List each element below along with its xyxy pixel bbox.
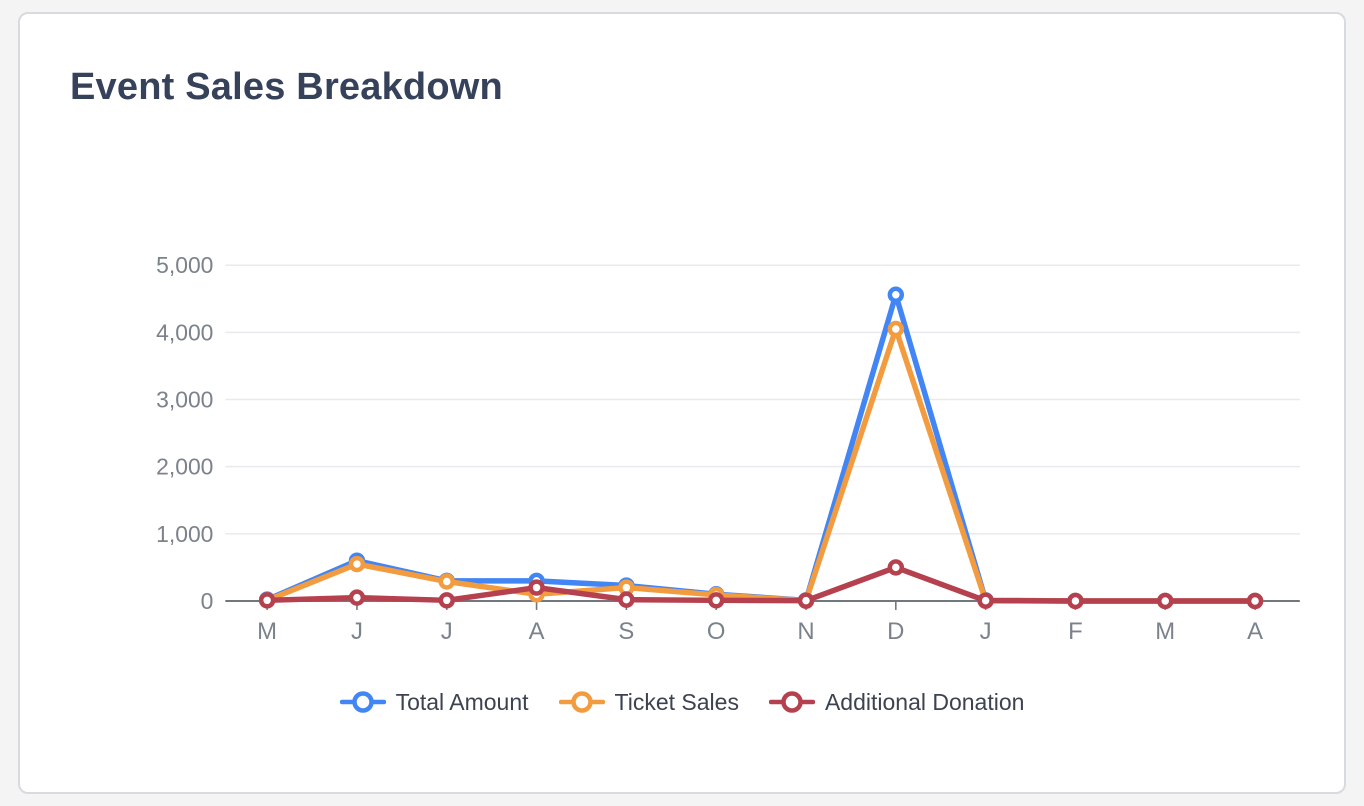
series-line-additional-donation <box>264 564 1258 604</box>
x-axis-label: F <box>1068 618 1083 645</box>
sales-line-chart-canvas[interactable]: 0 1,000 2,000 3,000 4,000 5,000 M J J A S O N D J F M A <box>20 14 1344 792</box>
legend-item-ticket-sales[interactable]: Ticket Sales <box>558 688 739 716</box>
legend-item-additional-donation[interactable]: Additional Donation <box>768 688 1025 716</box>
data-point-additional-donation[interactable] <box>1067 592 1084 610</box>
y-axis-label: 2,000 <box>156 454 213 480</box>
x-axis-label: J <box>351 618 363 645</box>
y-axis-label: 1,000 <box>156 521 213 547</box>
legend-label: Total Amount <box>395 688 529 715</box>
x-axis-label: O <box>707 618 726 645</box>
data-point-additional-donation[interactable] <box>438 592 455 609</box>
series-line-ticket-sales <box>264 326 1258 604</box>
x-axis-label: N <box>797 618 814 645</box>
y-axis-label: 5,000 <box>156 252 213 278</box>
data-point-total-amount[interactable] <box>887 286 905 303</box>
data-point-additional-donation[interactable] <box>528 579 545 596</box>
legend-label: Additional Donation <box>824 688 1025 715</box>
x-axis-label: J <box>980 618 992 645</box>
data-point-additional-donation[interactable] <box>977 592 994 609</box>
data-point-additional-donation[interactable] <box>887 559 905 576</box>
legend-label: Ticket Sales <box>614 688 739 715</box>
page-title: Event Sales Breakdown <box>70 66 503 108</box>
x-axis-label: M <box>257 618 277 645</box>
data-point-ticket-sales[interactable] <box>348 555 366 573</box>
data-point-additional-donation[interactable] <box>618 591 635 608</box>
x-axis-label: S <box>618 618 634 645</box>
data-point-additional-donation[interactable] <box>258 592 276 609</box>
data-point-ticket-sales[interactable] <box>887 320 905 338</box>
data-point-ticket-sales[interactable] <box>438 573 455 590</box>
chart-legend: Total Amount Ticket Sales Additional Donat… <box>20 688 1344 716</box>
data-point-additional-donation[interactable] <box>1157 592 1174 610</box>
legend-marker-icon <box>339 691 386 713</box>
data-point-additional-donation[interactable] <box>707 592 725 609</box>
x-axis-label: A <box>1247 618 1263 645</box>
data-point-additional-donation[interactable] <box>348 589 366 606</box>
x-axis-label: M <box>1155 618 1175 645</box>
legend-marker-icon <box>768 691 815 713</box>
legend-marker-icon <box>558 691 605 713</box>
y-axis-label: 0 <box>201 588 214 614</box>
y-axis-label: 3,000 <box>156 386 213 412</box>
x-axis-label: D <box>887 618 904 645</box>
series-line-total-amount <box>264 292 1258 604</box>
x-axis-label: A <box>529 618 545 645</box>
y-axis-label: 4,000 <box>156 319 213 345</box>
x-axis-label: J <box>441 618 453 645</box>
data-point-additional-donation[interactable] <box>797 592 815 609</box>
legend-item-total-amount[interactable]: Total Amount <box>339 688 529 716</box>
data-point-additional-donation[interactable] <box>1246 592 1264 610</box>
chart-card: Event Sales Breakdown 0 1,000 2,000 3,000 4,… <box>18 12 1346 794</box>
